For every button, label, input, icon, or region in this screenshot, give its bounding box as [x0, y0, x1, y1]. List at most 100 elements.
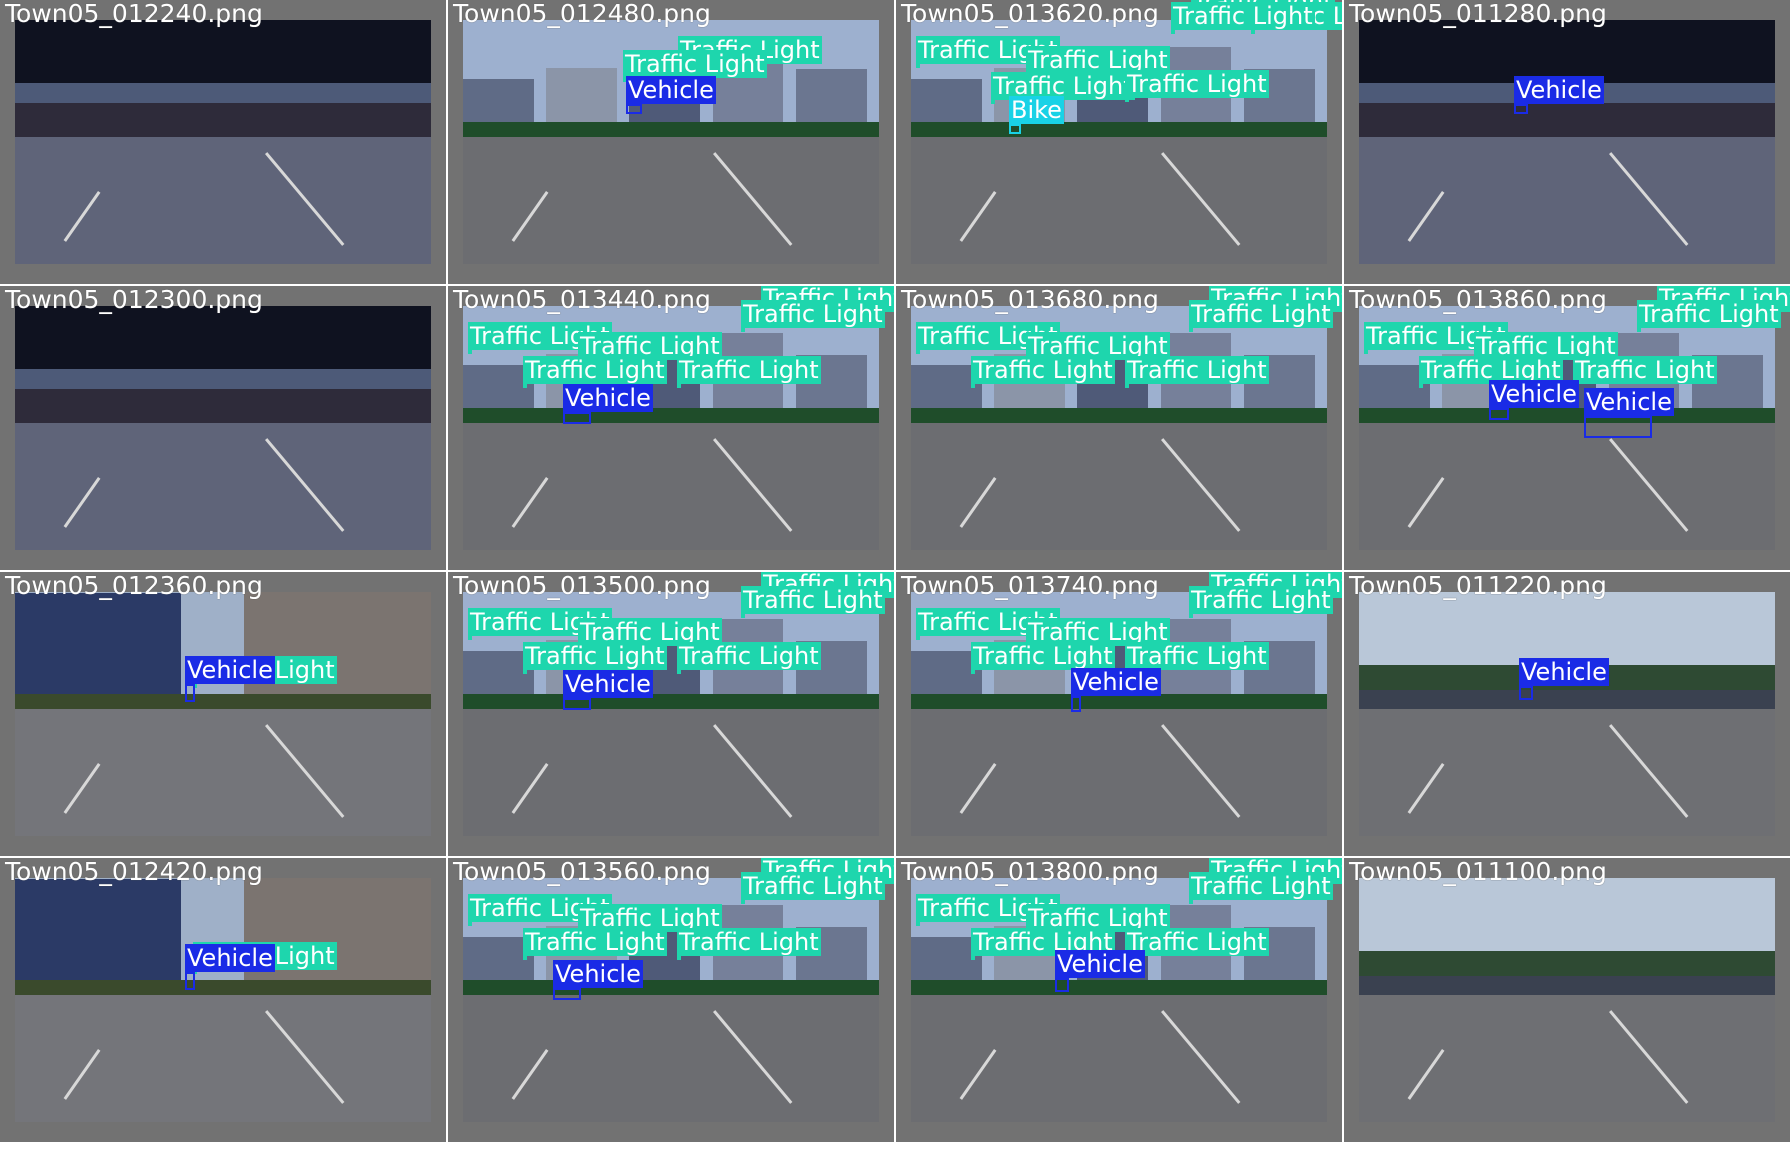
bounding-box — [1637, 328, 1641, 332]
brick-wall — [15, 388, 431, 424]
bounding-box — [1251, 30, 1255, 34]
tile-filename: Town05_013620.png — [901, 0, 1159, 28]
grid-tile: Town05_013500.png Traffic Light Traffic Li… — [448, 572, 894, 856]
detection-label: Traffic Light — [1026, 618, 1170, 646]
road-surface — [463, 995, 879, 1122]
grid-tile: Town05_012300.png — [0, 286, 446, 570]
detection-label: Traffic Light — [741, 872, 885, 900]
road-surface — [1359, 423, 1775, 550]
road-surface — [1359, 709, 1775, 836]
detection-label: Traffic Light — [623, 50, 767, 78]
detection-label: Traffic Light — [578, 332, 722, 360]
road-surface — [911, 423, 1327, 550]
bounding-box — [677, 384, 681, 388]
hedge — [1359, 408, 1775, 424]
detection-label: Vehicle — [1584, 388, 1674, 416]
detection-label: Traffic Light — [1189, 586, 1333, 614]
detection-label: Vehicle — [1489, 380, 1579, 408]
bounding-box — [563, 698, 591, 710]
hedge — [911, 408, 1327, 424]
detection-label: Traffic Light — [991, 72, 1135, 100]
tile-filename: Town05_013440.png — [453, 286, 711, 314]
road-surface — [15, 423, 431, 550]
detection-label: Traffic Light — [971, 928, 1115, 956]
detection-label: Traffic Light — [1125, 642, 1269, 670]
bounding-box — [1419, 384, 1423, 388]
road-surface — [1359, 137, 1775, 264]
detection-label: Vehicle — [563, 670, 653, 698]
tower-building — [15, 592, 182, 710]
bounding-box — [626, 104, 642, 114]
tile-filename: Town05_012240.png — [5, 0, 263, 28]
scene-image — [15, 592, 431, 836]
bounding-box — [553, 988, 581, 1000]
bounding-box — [971, 670, 975, 674]
hedge — [463, 694, 879, 710]
detection-label: Vehicle — [563, 384, 653, 412]
bounding-box — [1519, 686, 1533, 700]
hedge — [911, 980, 1327, 996]
hedge — [15, 694, 431, 710]
detection-label: Vehicle — [553, 960, 643, 988]
tile-filename: Town05_013860.png — [1349, 286, 1607, 314]
hedge — [463, 980, 879, 996]
tower-building — [15, 878, 182, 996]
bounding-box — [916, 350, 920, 354]
bounding-box — [1584, 416, 1652, 438]
bounding-box — [971, 956, 975, 960]
bounding-box — [468, 636, 472, 640]
bounding-box — [1189, 900, 1193, 904]
detection-label: Traffic Light — [1474, 332, 1618, 360]
road-surface — [1359, 995, 1775, 1122]
detection-label: Traffic Light — [1573, 356, 1717, 384]
road-surface — [911, 709, 1327, 836]
bounding-box — [1364, 350, 1368, 354]
detection-label: Traffic Light — [741, 586, 885, 614]
tile-filename: Town05_012480.png — [453, 0, 711, 28]
detection-label: Bike — [1009, 96, 1064, 124]
road-surface — [15, 995, 431, 1122]
detection-label: Traffic Light — [523, 642, 667, 670]
detection-label: Vehicle — [1514, 76, 1604, 104]
road-surface — [463, 423, 879, 550]
bounding-box — [563, 412, 591, 424]
detection-label: Traffic Light — [578, 618, 722, 646]
hedge — [463, 122, 879, 138]
detection-label: Traffic Light — [916, 322, 1060, 350]
bounding-box — [1055, 978, 1069, 992]
grid-tile: Town05_013440.png Traffic Light Traffic Li… — [448, 286, 894, 570]
detection-label: Traffic Light — [523, 928, 667, 956]
overpass-bridge — [15, 306, 431, 370]
scene-image — [1359, 878, 1775, 1122]
grid-tile: Town05_012240.png — [0, 0, 446, 284]
detection-label: Traffic Light — [677, 928, 821, 956]
grid-tile: Town05_013620.png Traffic Light Traffic Li… — [896, 0, 1342, 284]
road-surface — [15, 709, 431, 836]
grid-tile: Town05_013560.png Traffic Light Traffic Li… — [448, 858, 894, 1142]
grid-tile: Town05_013800.png Traffic Light Traffic Li… — [896, 858, 1342, 1142]
hedge — [911, 122, 1327, 138]
hedge — [15, 980, 431, 996]
detection-label: Vehicle — [185, 944, 275, 972]
road-surface — [911, 137, 1327, 264]
detection-label: Traffic Light — [1189, 872, 1333, 900]
tile-filename: Town05_013680.png — [901, 286, 1159, 314]
detection-label: Traffic Light — [971, 642, 1115, 670]
scene-image — [1359, 592, 1775, 836]
detection-label: Vehicle — [1055, 950, 1145, 978]
detection-label: Traffic Light — [677, 356, 821, 384]
detection-label: Traffic Light — [1171, 2, 1315, 30]
fence-bridge — [1359, 975, 1775, 996]
hedge — [463, 408, 879, 424]
bounding-box — [741, 614, 745, 618]
bounding-box — [1189, 614, 1193, 618]
bounding-box — [1009, 124, 1021, 134]
tile-filename: Town05_013800.png — [901, 858, 1159, 886]
grid-tile: Town05_013740.png Traffic Light Traffic Li… — [896, 572, 1342, 856]
overpass-bridge — [1359, 20, 1775, 84]
hedge — [911, 694, 1327, 710]
grid-tile: Town05_013860.png Traffic Light Traffic Li… — [1344, 286, 1790, 570]
